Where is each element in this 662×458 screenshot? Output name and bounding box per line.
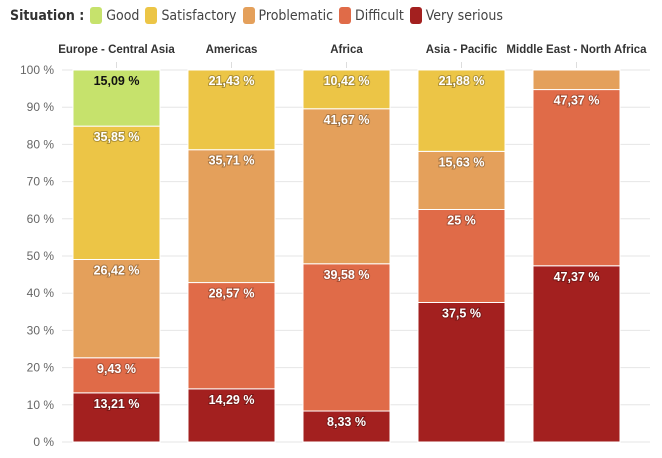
legend-item-satisfactory[interactable]: Satisfactory [145, 7, 237, 24]
data-label: 14,29 % [209, 393, 255, 407]
y-tick-label: 20 % [27, 361, 55, 375]
data-label: 37,5 % [442, 307, 481, 321]
data-label: 15,63 % [439, 155, 485, 169]
bar-segment-very-serious [187, 388, 276, 443]
bar-segment-difficult [532, 89, 621, 267]
legend-label: Difficult [355, 7, 404, 24]
legend-item-problematic[interactable]: Problematic [242, 7, 334, 24]
data-label: 21,88 % [439, 74, 485, 88]
category-label: Asia - Pacific [426, 44, 498, 56]
y-tick-label: 60 % [27, 212, 55, 226]
legend-swatch [145, 7, 158, 24]
bar-segment-very-serious [532, 265, 621, 443]
bar-segment-satisfactory [187, 69, 276, 151]
bar-segment-difficult [187, 282, 276, 390]
data-label: 9,43 % [97, 362, 136, 376]
data-label: 35,71 % [209, 154, 255, 168]
y-tick-label: 70 % [27, 175, 55, 189]
data-label: 41,67 % [324, 113, 370, 127]
bar-segment-problematic [302, 108, 391, 265]
bar-segment-problematic [417, 150, 506, 210]
data-label: 10,42 % [324, 74, 370, 88]
y-tick-label: 50 % [27, 249, 55, 263]
legend-label: Satisfactory [161, 7, 237, 24]
bar-segment-good [72, 69, 161, 127]
bar-segment-satisfactory [72, 125, 161, 260]
legend-label: Problematic [258, 7, 334, 24]
data-label: 28,57 % [209, 287, 255, 301]
data-label: 35,85 % [94, 130, 140, 144]
legend-item-good[interactable]: Good [90, 7, 139, 24]
legend-swatch [242, 7, 255, 24]
bar-segment-difficult [72, 357, 161, 394]
data-label: 21,43 % [209, 74, 255, 88]
bar-segment-difficult [302, 263, 391, 412]
legend-swatch [409, 7, 422, 24]
legend: Situation : Good Satisfactory Problemati… [10, 7, 509, 24]
y-tick-label: 40 % [27, 286, 55, 300]
bar-segment-very-serious [302, 410, 391, 443]
category-label: Europe - Central Asia [58, 44, 175, 56]
bar-segment-very-serious [72, 392, 161, 443]
y-tick-label: 10 % [27, 398, 55, 412]
bar-segment-satisfactory [417, 69, 506, 152]
y-tick-label: 0 % [33, 435, 54, 449]
legend-label: Good [106, 7, 140, 24]
data-label: 26,42 % [94, 263, 140, 277]
bar-segment-problematic [72, 258, 161, 359]
bar-segment-problematic [187, 149, 276, 284]
legend-label: Very serious [425, 7, 503, 24]
legend-swatch [90, 7, 103, 24]
legend-title: Situation : [10, 7, 85, 24]
data-label: 8,33 % [327, 415, 366, 429]
legend-item-very-serious[interactable]: Very serious [409, 7, 503, 24]
data-label: 47,37 % [554, 94, 600, 108]
y-tick-label: 80 % [27, 137, 55, 151]
category-label: Africa [330, 44, 363, 56]
category-label: Middle East - North Africa [506, 44, 647, 56]
data-label: 13,21 % [94, 397, 140, 411]
legend-swatch [339, 7, 352, 24]
bar-segment-difficult [417, 209, 506, 303]
y-tick-label: 90 % [27, 100, 55, 114]
bar-segment-problematic [532, 69, 621, 91]
data-label: 25 % [447, 214, 476, 228]
legend-item-difficult[interactable]: Difficult [339, 7, 404, 24]
data-label: 15,09 % [94, 74, 140, 88]
y-tick-label: 100 % [20, 63, 54, 77]
category-label: Americas [206, 44, 258, 56]
y-tick-label: 30 % [27, 323, 55, 337]
data-label: 39,58 % [324, 268, 370, 282]
bar-segment-satisfactory [302, 69, 391, 110]
bar-segment-very-serious [417, 302, 506, 443]
data-label: 47,37 % [554, 270, 600, 284]
